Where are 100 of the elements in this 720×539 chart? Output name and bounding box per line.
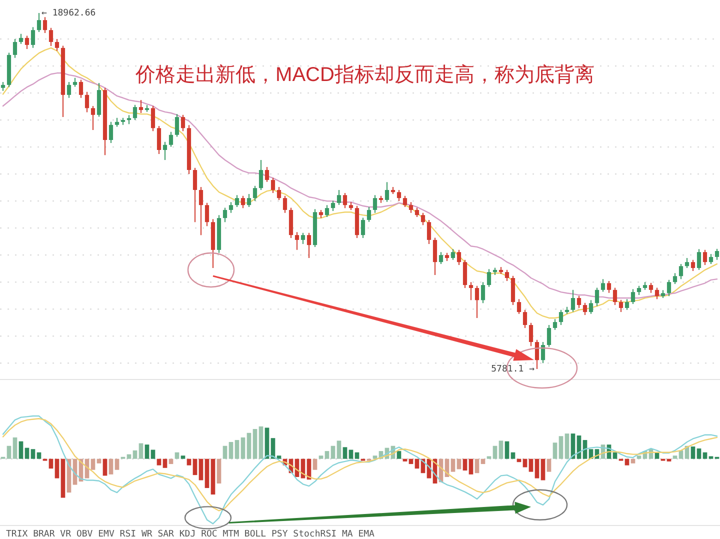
bar bbox=[702, 452, 708, 459]
candlestick bbox=[648, 282, 654, 294]
candlestick bbox=[222, 207, 228, 223]
candlestick bbox=[504, 269, 510, 282]
candlestick bbox=[486, 268, 492, 288]
bar bbox=[198, 458, 204, 480]
candlestick bbox=[534, 339, 540, 370]
candlestick bbox=[78, 79, 84, 98]
candlestick bbox=[420, 212, 426, 226]
bar bbox=[18, 441, 24, 459]
bar bbox=[138, 443, 144, 459]
candlestick bbox=[558, 309, 564, 326]
candlestick bbox=[630, 288, 636, 304]
candlestick bbox=[192, 167, 198, 223]
candlestick bbox=[246, 194, 252, 208]
candlestick bbox=[546, 324, 552, 348]
candlestick bbox=[234, 194, 240, 208]
bar bbox=[156, 458, 162, 466]
bar bbox=[48, 458, 54, 469]
candlestick bbox=[636, 285, 642, 296]
bar bbox=[486, 456, 492, 459]
candlestick bbox=[228, 202, 234, 214]
candlestick bbox=[714, 248, 720, 260]
candlestick bbox=[66, 81, 72, 98]
bar bbox=[552, 442, 558, 459]
candlestick bbox=[324, 204, 330, 218]
candlestick bbox=[576, 295, 582, 308]
candlestick bbox=[276, 186, 282, 200]
candlestick bbox=[624, 298, 630, 310]
bar bbox=[192, 458, 198, 476]
candlestick bbox=[30, 26, 36, 48]
candlestick bbox=[54, 38, 60, 52]
candlestick bbox=[132, 104, 138, 121]
bar bbox=[186, 458, 192, 466]
candlestick bbox=[516, 298, 522, 314]
bar bbox=[330, 446, 336, 459]
candlestick bbox=[702, 249, 708, 266]
candlestick bbox=[342, 192, 348, 209]
candlestick bbox=[336, 189, 342, 206]
bar bbox=[522, 458, 528, 468]
bar bbox=[96, 458, 102, 464]
bar bbox=[114, 458, 120, 470]
candlestick bbox=[552, 318, 558, 330]
candlestick bbox=[480, 282, 486, 304]
candlestick bbox=[138, 100, 144, 114]
bar bbox=[216, 458, 222, 484]
bar bbox=[450, 458, 456, 472]
candlestick bbox=[198, 186, 204, 236]
candlestick bbox=[450, 248, 456, 260]
bar bbox=[174, 452, 180, 459]
bar bbox=[636, 456, 642, 459]
bar bbox=[396, 451, 402, 459]
candlestick bbox=[270, 177, 276, 194]
candlestick bbox=[600, 278, 606, 292]
bar bbox=[354, 452, 360, 459]
candlestick bbox=[588, 300, 594, 314]
bar bbox=[234, 440, 240, 459]
candlestick bbox=[162, 141, 168, 160]
bar bbox=[12, 437, 18, 459]
candlestick bbox=[462, 259, 468, 289]
candlestick bbox=[258, 159, 264, 190]
candlestick bbox=[606, 280, 612, 294]
candlestick bbox=[684, 258, 690, 269]
candlestick bbox=[168, 131, 174, 148]
candlestick bbox=[468, 282, 474, 301]
candlestick bbox=[522, 309, 528, 328]
bar bbox=[630, 458, 636, 464]
bar bbox=[462, 458, 468, 471]
bar bbox=[510, 452, 516, 459]
candlestick bbox=[300, 232, 306, 244]
bar bbox=[90, 458, 96, 470]
bar bbox=[204, 458, 210, 488]
bar bbox=[504, 441, 510, 459]
candlestick bbox=[282, 195, 288, 214]
candlestick bbox=[474, 285, 480, 318]
bar bbox=[102, 458, 108, 476]
candlestick bbox=[24, 35, 30, 50]
candlestick bbox=[540, 342, 546, 364]
candlestick bbox=[36, 12, 42, 32]
bar bbox=[276, 456, 282, 459]
bar bbox=[108, 458, 114, 474]
candlestick bbox=[294, 232, 300, 250]
text: 价格走出新低，MACD指标却反而走高，称为底背离 bbox=[134, 63, 594, 86]
bar bbox=[468, 458, 474, 474]
candlestick bbox=[708, 253, 714, 264]
candlestick bbox=[12, 38, 18, 58]
candlestick bbox=[528, 322, 534, 347]
candlestick bbox=[666, 279, 672, 297]
bar bbox=[342, 447, 348, 459]
bar bbox=[672, 456, 678, 459]
candlestick bbox=[156, 125, 162, 155]
candlestick bbox=[396, 189, 402, 202]
bar bbox=[624, 458, 630, 466]
candlestick bbox=[432, 237, 438, 276]
candlestick bbox=[366, 206, 372, 222]
candlestick bbox=[252, 185, 258, 202]
candlestick bbox=[150, 105, 156, 132]
bar bbox=[246, 432, 252, 459]
bar bbox=[126, 454, 132, 459]
candlestick bbox=[678, 263, 684, 280]
